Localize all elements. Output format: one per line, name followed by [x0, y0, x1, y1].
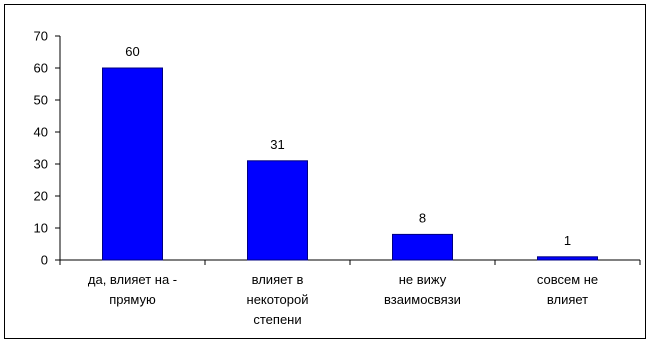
data-label: 31 — [270, 137, 284, 152]
x-tick-label-line: влияет в — [252, 272, 304, 287]
y-tick-label: 50 — [34, 93, 48, 108]
x-tick-label-line: совсем не — [537, 272, 598, 287]
x-tick-label-line: да, влияет на - — [88, 272, 177, 287]
data-label: 1 — [564, 233, 571, 248]
y-tick-label: 40 — [34, 125, 48, 140]
x-tick-label: совсем не влияет — [537, 272, 598, 307]
x-tick-label: да, влияет на - прямую — [88, 272, 177, 307]
bar — [392, 233, 453, 261]
x-tick-label-line: влияет — [547, 292, 588, 307]
y-tick-label: 60 — [34, 61, 48, 76]
x-tick-label-line: взаимосвязи — [384, 292, 461, 307]
x-tick-label: не вижу взаимосвязи — [384, 272, 461, 307]
x-tick-label: влияет в некоторой степени — [247, 272, 309, 327]
x-tick-label-line: степени — [253, 312, 301, 327]
bar — [102, 67, 163, 261]
y-tick-label: 30 — [34, 157, 48, 172]
data-label: 8 — [419, 210, 426, 225]
y-tick-label: 0 — [41, 253, 48, 268]
x-tick-label-line: не вижу — [399, 272, 447, 287]
bar — [247, 160, 308, 261]
data-label: 60 — [125, 44, 139, 59]
y-tick-label: 20 — [34, 189, 48, 204]
y-tick-label: 10 — [34, 221, 48, 236]
x-tick-label-line: некоторой — [247, 292, 309, 307]
bar — [537, 256, 598, 261]
x-tick-label-line: прямую — [109, 292, 156, 307]
y-tick-label: 70 — [34, 29, 48, 44]
